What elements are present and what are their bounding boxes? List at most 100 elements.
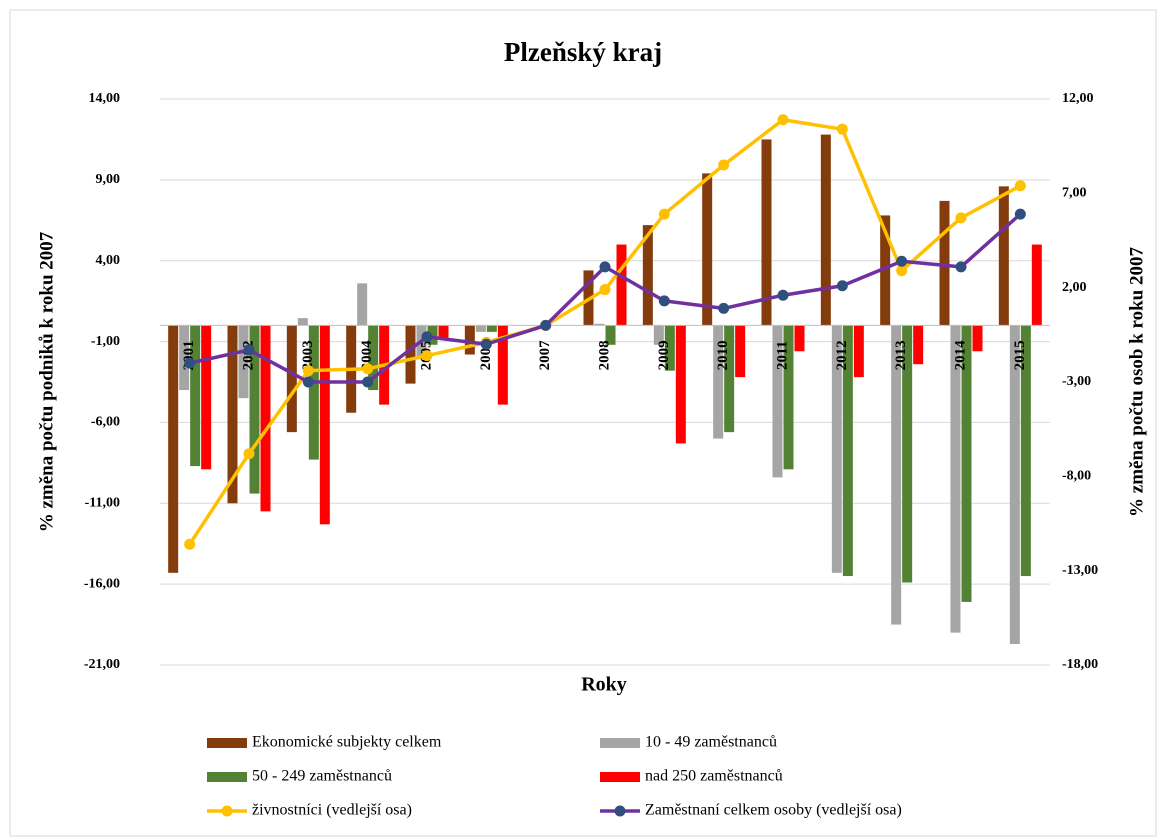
legend-label: Ekonomické subjekty celkem: [252, 734, 442, 751]
bar: [427, 325, 438, 345]
line-marker: [658, 208, 670, 220]
bar: [308, 325, 319, 460]
bar: [438, 325, 449, 339]
x-tick-label: 2012: [834, 340, 850, 370]
line-marker: [302, 365, 314, 377]
line-marker: [1014, 180, 1026, 192]
bar: [794, 325, 805, 352]
line-marker: [836, 280, 848, 292]
y-tick-label: 14,00: [89, 91, 121, 106]
bar: [497, 325, 508, 405]
bar: [1031, 244, 1042, 326]
line-marker: [777, 289, 789, 301]
bar: [653, 325, 664, 345]
y2-tick-label: 7,00: [1062, 186, 1087, 201]
line-marker: [599, 261, 611, 273]
x-tick-label: 2009: [656, 340, 672, 370]
bar: [783, 325, 794, 470]
legend-swatch: [207, 738, 247, 748]
y2-tick-label: -3,00: [1062, 374, 1091, 389]
bar: [891, 325, 902, 625]
legend-label: živnostníci (vedlejší osa): [252, 802, 412, 819]
bar: [820, 134, 831, 326]
y2-tick-label: 12,00: [1062, 91, 1094, 106]
bar: [880, 215, 891, 326]
bar: [713, 325, 724, 439]
line-marker: [718, 302, 730, 314]
x-tick-label: 2011: [774, 341, 790, 370]
line-marker: [480, 338, 492, 350]
bar: [190, 325, 201, 467]
bar: [735, 325, 746, 378]
line-marker: [540, 319, 552, 331]
chart-title: Plzeňský kraj: [504, 37, 662, 67]
y-tick-label: -16,00: [84, 576, 120, 591]
y2-tick-label: -8,00: [1062, 469, 1091, 484]
bar: [939, 200, 950, 326]
line-marker: [243, 344, 255, 356]
bar: [702, 173, 713, 326]
line-marker: [955, 212, 967, 224]
bar: [594, 323, 605, 326]
bar: [319, 325, 330, 525]
bar: [664, 325, 675, 371]
bar: [842, 325, 853, 577]
legend-marker: [614, 805, 626, 817]
y2-axis-title: % změna počtu osob k roku 2007: [1126, 247, 1147, 517]
line-marker: [836, 123, 848, 135]
bar: [772, 325, 783, 478]
line-marker: [184, 538, 196, 550]
x-tick-label: 2003: [300, 340, 316, 370]
line-marker: [896, 265, 908, 277]
x-tick-label: 2004: [359, 340, 375, 371]
x-tick-label: 2010: [715, 340, 731, 370]
bar: [260, 325, 271, 512]
bar: [605, 325, 616, 345]
line-marker: [362, 376, 374, 388]
legend-label: Zaměstnaní celkem osoby (vedlejší osa): [645, 802, 902, 819]
legend-swatch: [600, 738, 640, 748]
y2-tick-label: -13,00: [1062, 563, 1098, 578]
x-tick-label: 2008: [596, 340, 612, 370]
bar: [475, 325, 486, 332]
line-marker: [1014, 208, 1026, 220]
bar: [913, 325, 924, 365]
y2-tick-label: -18,00: [1062, 657, 1098, 672]
bar: [249, 325, 260, 494]
legend-swatch: [207, 772, 247, 782]
y-tick-label: -6,00: [91, 415, 120, 430]
bar: [357, 283, 368, 326]
bar: [724, 325, 735, 433]
bar: [1009, 325, 1020, 644]
bar: [831, 325, 842, 573]
bar: [616, 244, 627, 326]
bar: [972, 325, 983, 352]
bar: [201, 325, 212, 470]
legend-label: 10 - 49 zaměstnanců: [645, 734, 777, 751]
bar: [961, 325, 972, 602]
line-marker: [302, 376, 314, 388]
y-tick-label: -21,00: [84, 657, 120, 672]
y2-tick-label: 2,00: [1062, 280, 1087, 295]
bar: [853, 325, 864, 378]
line-marker: [896, 255, 908, 267]
bar: [297, 318, 308, 326]
chart-border: [9, 9, 1157, 837]
line-marker: [658, 295, 670, 307]
bar: [486, 325, 497, 332]
y-tick-label: 9,00: [96, 172, 121, 187]
bar: [950, 325, 961, 633]
bar: [238, 325, 249, 399]
x-tick-label: 2013: [893, 340, 909, 370]
legend-marker: [221, 805, 233, 817]
bar: [368, 325, 379, 391]
bar: [179, 325, 190, 391]
legend-label: nad 250 zaměstnanců: [645, 768, 783, 785]
line-marker: [777, 114, 789, 126]
y-axis-title: % změna počtu podniků k roku 2007: [36, 231, 57, 532]
line-marker: [421, 331, 433, 343]
bar: [464, 325, 475, 355]
x-axis-title: Roky: [581, 674, 627, 696]
line-marker: [599, 284, 611, 296]
